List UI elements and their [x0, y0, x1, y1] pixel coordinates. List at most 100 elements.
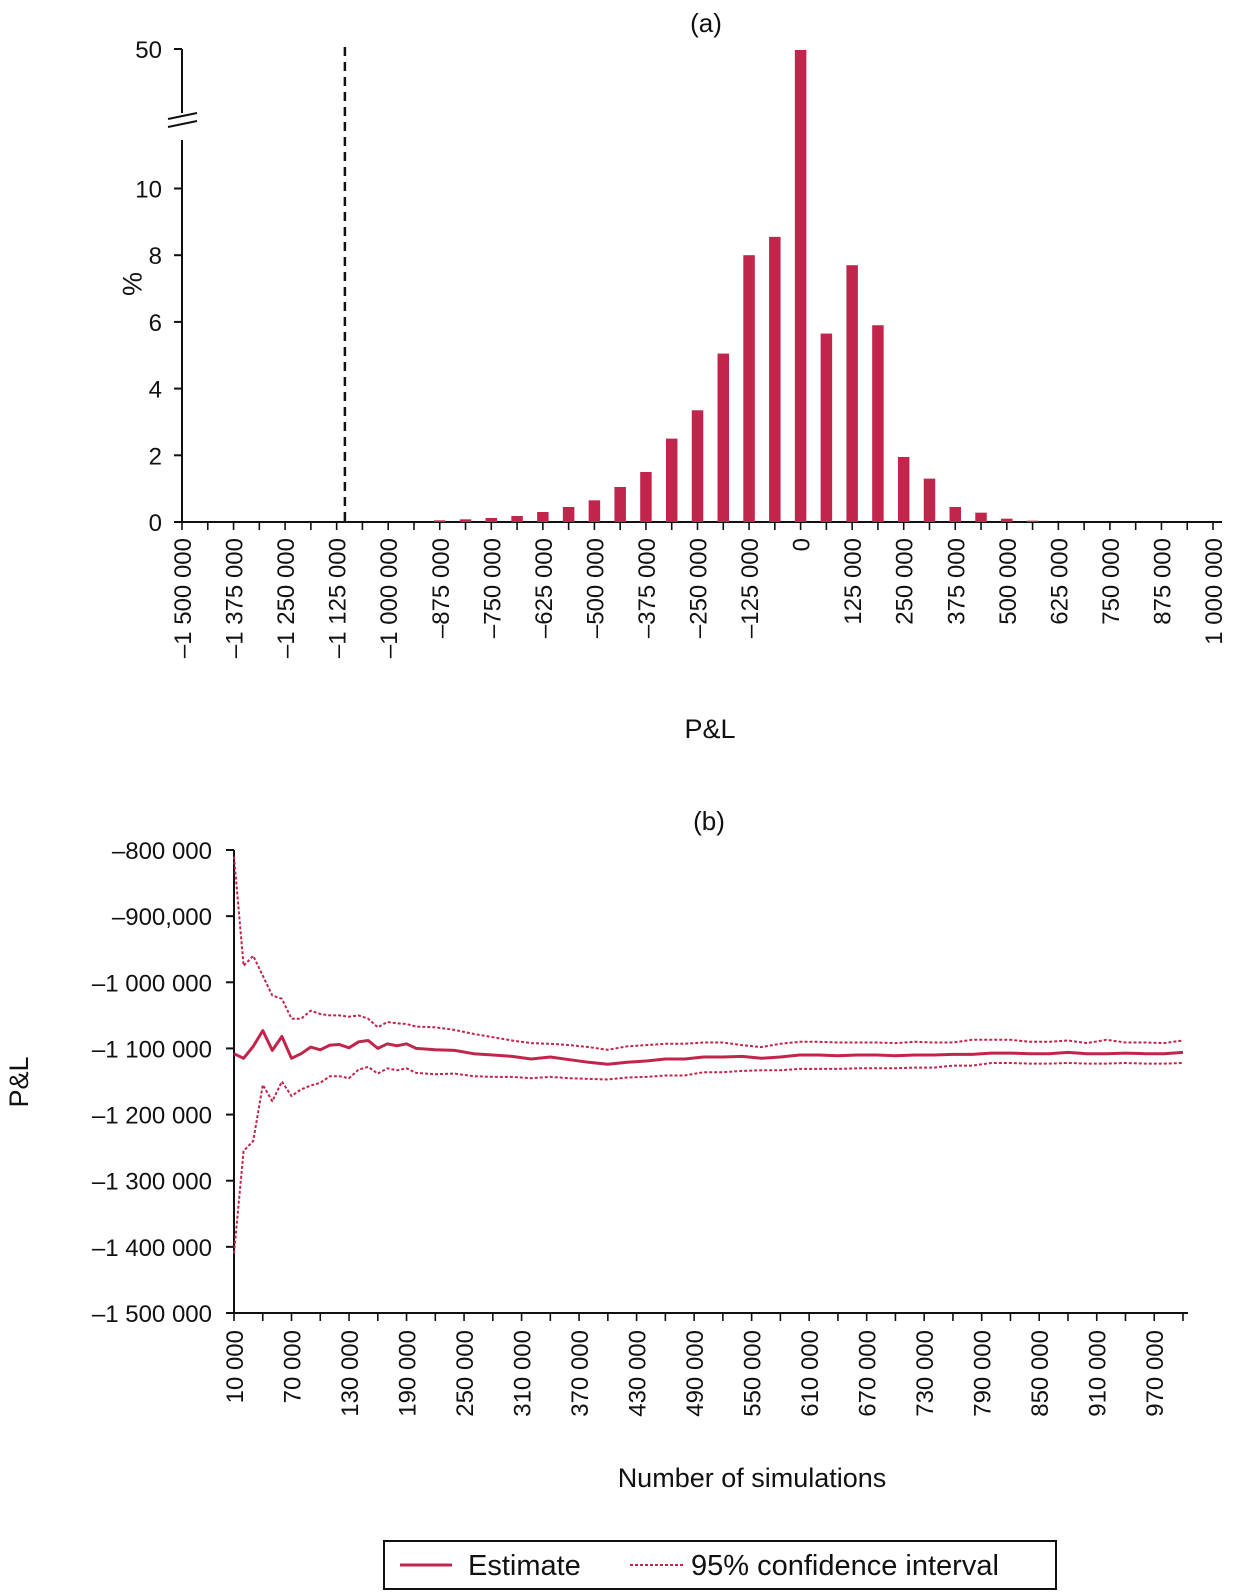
histogram-bar: [665, 438, 678, 522]
x-tick-label: –1 375 000: [222, 538, 249, 658]
ci-upper-line: [233, 856, 1184, 1051]
x-tick-label: –1 250 000: [273, 538, 300, 658]
x-tick-label: 970 000: [1142, 1330, 1169, 1417]
x-tick-label: 370 000: [567, 1330, 594, 1417]
histogram-bar: [537, 511, 549, 522]
legend-label-estimate: Estimate: [468, 1550, 581, 1582]
y-tick-label: 8: [149, 243, 162, 270]
x-tick-label: 610 000: [797, 1330, 824, 1417]
histogram-bar: [923, 478, 936, 522]
histogram-bar: [769, 236, 781, 523]
x-tick-label: –1 125 000: [325, 538, 352, 658]
x-axis-title: Number of simulations: [618, 1463, 887, 1493]
x-tick-label: –500 000: [582, 538, 609, 638]
y-tick-label: –1 200 000: [92, 1103, 212, 1130]
legend-label-confidence-interval: 95% confidence interval: [691, 1550, 999, 1582]
x-tick-label: 500 000: [995, 538, 1022, 625]
x-tick-label: 670 000: [855, 1330, 882, 1417]
histogram-bar: [820, 333, 833, 522]
x-tick-label: –1 000 000: [376, 538, 403, 658]
histogram-bar: [588, 500, 601, 522]
x-tick-label: –1 500 000: [170, 538, 197, 658]
histogram-bar: [562, 506, 575, 522]
y-tick-label: –1 100 000: [92, 1036, 212, 1063]
x-tick-label: 0: [789, 538, 816, 551]
x-tick-label: 190 000: [395, 1330, 422, 1417]
x-tick-label: 310 000: [510, 1330, 537, 1417]
x-tick-label: 750 000: [1098, 538, 1125, 625]
histogram-bar: [459, 519, 472, 522]
histogram-bar: [691, 410, 704, 522]
histogram-bar: [1026, 520, 1039, 522]
x-tick-label: –375 000: [634, 538, 661, 638]
y-tick-group: –800 000 –900,000 –1 000 000 –1 100 000 –1 2…: [92, 838, 234, 1328]
x-tick-label: 790 000: [970, 1330, 997, 1417]
x-tick-group: 10 000 70 000 130 000 190 000 250 000 310 000…: [222, 1313, 1184, 1417]
x-tick-label: –750 000: [479, 538, 506, 638]
histogram-bar: [511, 515, 523, 522]
y-tick-label: 6: [149, 310, 162, 337]
legend-box: [383, 1540, 1057, 1590]
y-tick-label: –1 500 000: [92, 1301, 212, 1328]
x-tick-label: –125 000: [737, 538, 764, 638]
histogram-bar: [1001, 518, 1013, 522]
bar-group: [434, 50, 1039, 523]
histogram-bar: [640, 471, 652, 522]
y-tick-label: –1 000 000: [92, 970, 212, 997]
histogram-bar: [897, 456, 910, 522]
panel-b-label: (b): [693, 806, 725, 836]
x-tick-label: –875 000: [428, 538, 455, 638]
x-tick-label: 550 000: [740, 1330, 767, 1417]
histogram-bar: [485, 517, 498, 522]
y-tick-label: 10: [135, 177, 162, 204]
panel-a-label: (a): [690, 8, 722, 38]
series-group: [233, 856, 1184, 1254]
histogram-bar: [434, 520, 446, 522]
y-tick-label: 4: [149, 377, 162, 404]
x-tick-label: 1 000 000: [1201, 538, 1228, 645]
y-axis-break-marker: [167, 112, 198, 128]
histogram-bar: [975, 512, 987, 522]
y-tick-label: –800 000: [112, 838, 212, 865]
y-axis-title: %: [117, 272, 147, 296]
x-tick-label: 125 000: [840, 538, 867, 625]
x-tick-label: 375 000: [943, 538, 970, 625]
histogram-bar: [743, 255, 755, 522]
histogram-bar: [846, 265, 858, 522]
y-tick-label: –1 400 000: [92, 1235, 212, 1262]
x-tick-label: 430 000: [625, 1330, 652, 1417]
y-tick-label: –900,000: [112, 904, 212, 931]
x-tick-label: 130 000: [337, 1330, 364, 1417]
x-tick-label: 625 000: [1046, 538, 1073, 625]
x-tick-label: 70 000: [280, 1330, 307, 1403]
histogram-bar: [794, 50, 807, 522]
x-tick-label: 10 000: [222, 1330, 249, 1403]
histogram-bar: [949, 506, 961, 522]
x-tick-label: 490 000: [682, 1330, 709, 1417]
x-tick-label: 730 000: [912, 1330, 939, 1417]
y-tick-label: 50: [135, 37, 162, 64]
y-axis-title: P&L: [4, 1056, 34, 1107]
x-tick-label: 250 000: [452, 1330, 479, 1417]
y-tick-label: 0: [149, 510, 162, 537]
x-tick-label: 250 000: [892, 538, 919, 625]
y-tick-label: 2: [149, 443, 162, 470]
x-tick-label: 910 000: [1085, 1330, 1112, 1417]
x-tick-label: –250 000: [686, 538, 713, 638]
x-tick-label: 875 000: [1149, 538, 1176, 625]
x-tick-group: –1 500 000 –1 375 000 –1 250 000 –1 125 000…: [170, 522, 1228, 658]
y-tick-group: 0 2 4 6 8 10 50: [135, 37, 182, 537]
convergence-panel: (b) –800 000 –900,000 –1 000 000 –1 100 000…: [4, 806, 1188, 1590]
histogram-bar: [614, 486, 626, 522]
y-tick-label: –1 300 000: [92, 1169, 212, 1196]
x-tick-label: 850 000: [1027, 1330, 1054, 1417]
x-tick-label: –625 000: [531, 538, 558, 638]
histogram-panel: (a) 0 2 4 6 8 10 50 –1 500 000 –1 375 000 –1 250…: [117, 8, 1228, 744]
estimate-line: [233, 1029, 1184, 1066]
x-axis-title: P&L: [684, 714, 735, 744]
ci-lower-line: [233, 1062, 1184, 1254]
legend: Estimate 95% confidence interval: [383, 1540, 1057, 1590]
histogram-bar: [717, 353, 730, 522]
histogram-bar: [872, 325, 884, 522]
